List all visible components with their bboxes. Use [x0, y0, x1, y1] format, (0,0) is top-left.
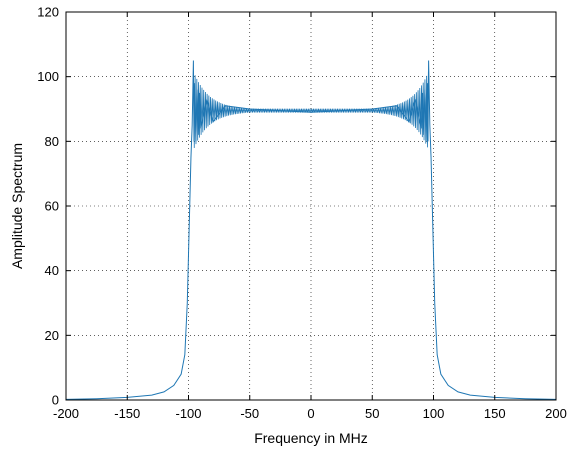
x-tick-label: -200: [53, 406, 79, 421]
spectrum-ripple: [193, 71, 429, 148]
grid: [66, 12, 556, 400]
plot-area: [65, 60, 557, 400]
ticks: [65, 11, 557, 401]
x-tick-label: 200: [545, 406, 567, 421]
x-tick-label: -150: [114, 406, 140, 421]
y-tick-label: 60: [45, 199, 59, 214]
y-tick-label: 40: [45, 263, 59, 278]
x-tick-labels: -200 -150 -100 -50 0 50 100 150 200: [53, 406, 567, 421]
y-tick-label: 20: [45, 328, 59, 343]
y-tick-labels: 0 20 40 60 80 100 120: [37, 5, 59, 408]
x-tick-label: 150: [484, 406, 506, 421]
x-tick-label: 50: [365, 406, 379, 421]
x-tick-label: 100: [423, 406, 445, 421]
y-axis-label: Amplitude Spectrum: [9, 143, 25, 269]
y-tick-label: 80: [45, 134, 59, 149]
x-axis-label: Frequency in MHz: [254, 430, 368, 446]
y-tick-label: 100: [37, 69, 59, 84]
x-tick-label: 0: [307, 406, 314, 421]
x-tick-label: -100: [175, 406, 201, 421]
x-tick-label: -50: [240, 406, 259, 421]
y-tick-label: 120: [37, 5, 59, 20]
y-tick-label: 0: [52, 393, 59, 408]
